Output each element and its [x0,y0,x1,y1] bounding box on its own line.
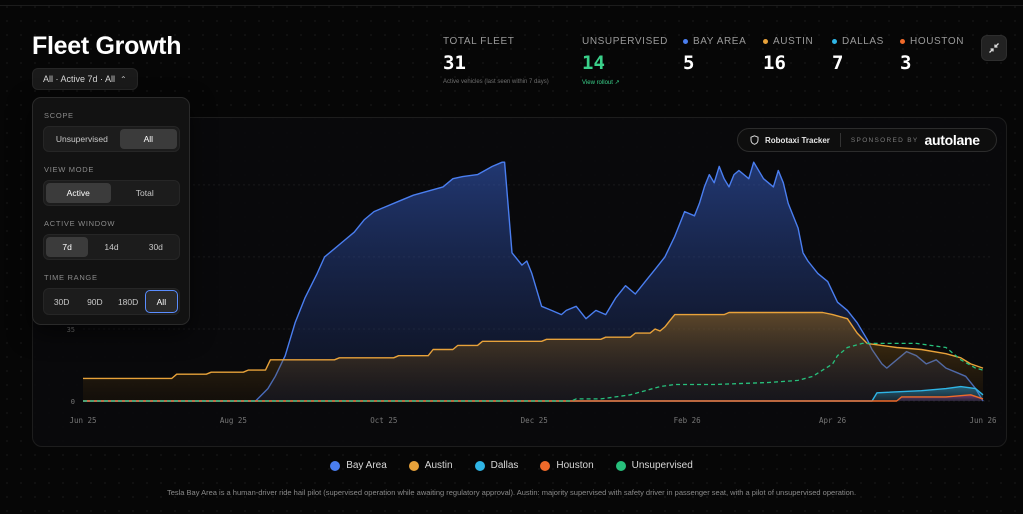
stat-austin: Austin 16 [763,36,813,74]
legend-item-unsupervised[interactable]: Unsupervised [615,460,693,471]
stat-value: 5 [683,52,695,74]
stat-label: Dallas [842,36,884,47]
chevron-up-icon: ⌃ [120,74,127,84]
stat-value: 16 [763,52,786,74]
houston-line [83,394,984,402]
stat-value: 31 [443,52,466,74]
stat-total-fleet: Total Fleet 31 Active vehicles (last see… [443,36,549,85]
stat-label: Houston [910,36,965,47]
unsupervised-dot-icon [615,460,626,471]
unsupervised-line [83,342,984,402]
austin-dot-icon [763,39,768,44]
window-option-30d[interactable]: 30d [148,242,163,252]
view-mode-total[interactable]: Total [135,188,154,198]
chart-legend: Bay Area Austin Dallas Houston Unsupervi… [0,460,1023,471]
chart-card: 0 35 Jun 25 Aug 25 Oct 25 Dec 25 Feb 26 Apr 26 J… [32,117,1007,447]
x-tick-label: Feb 26 [674,416,702,425]
window-option-7d[interactable]: 7d [46,237,89,257]
view-mode-label: VIEW MODE [44,165,95,174]
stat-houston: Houston 3 [900,36,964,74]
bay-area-dot-icon [330,460,341,471]
scope-label: SCOPE [44,111,74,120]
legend-item-dallas[interactable]: Dallas [474,460,519,471]
legend-item-houston[interactable]: Houston [540,460,594,471]
scope-option-unsupervised[interactable]: Unsupervised [55,134,108,144]
dallas-dot-icon [474,460,485,471]
x-tick-label: Apr 26 [819,416,847,425]
austin-area [83,312,983,401]
dallas-area [83,386,983,401]
view-rollout-link[interactable]: View rollout ↗ [582,80,620,86]
stat-label: Bay Area [693,36,747,47]
bay-area-line [83,161,984,402]
legend-item-bay-area[interactable]: Bay Area [330,460,387,471]
tracker-label: Robotaxi Tracker [765,135,830,145]
filter-chip[interactable]: All · Active 7d · All ⌃ [32,68,138,90]
shield-icon [750,135,759,145]
range-option-all[interactable]: All [144,290,179,313]
stat-label: Austin [773,36,814,47]
legend-label: Houston [556,460,594,471]
stat-unsupervised: Unsupervised 14 View rollout ↗ [582,36,668,86]
scope-option-all[interactable]: All [119,129,177,149]
x-tick-label: Jun 26 [969,416,997,425]
stat-value: 7 [832,52,844,74]
collapse-icon [989,43,999,53]
x-tick-label: Jun 25 [69,416,96,425]
view-mode-toggle: Active Total [43,180,180,206]
stat-sub: Active vehicles (last seen within 7 days… [443,79,549,85]
legend-label: Bay Area [346,460,387,471]
window-option-14d[interactable]: 14d [104,242,119,252]
stat-value: 3 [900,52,912,74]
houston-dot-icon [900,39,905,44]
x-tick-label: Aug 25 [220,416,247,425]
scope-toggle: Unsupervised All [43,126,180,152]
fleet-chart: 0 35 Jun 25 Aug 25 Oct 25 Dec 25 Feb 26 Apr 26 J… [67,161,997,425]
top-divider [0,5,1023,6]
legend-label: Austin [424,460,453,471]
y-tick-label: 35 [67,326,75,334]
active-window-toggle: 7d 14d 30d [43,234,180,260]
view-mode-active[interactable]: Active [46,183,111,203]
settings-panel: SCOPE Unsupervised All VIEW MODE Active … [32,97,190,325]
page-title: Fleet Growth [32,32,182,60]
badge-divider [839,133,841,147]
legend-item-austin[interactable]: Austin [408,460,453,471]
tracker-badge[interactable]: Robotaxi Tracker SPONSORED BY autolane [737,128,997,152]
dallas-line [83,385,984,402]
stat-bay-area: Bay Area 5 [683,36,746,74]
x-tick-label: Oct 25 [370,416,397,425]
stat-value: 14 [582,52,605,74]
stat-label: Unsupervised [582,36,668,47]
range-option-90d[interactable]: 90D [87,296,103,307]
stat-label: Total Fleet [443,36,515,47]
houston-dot-icon [540,460,551,471]
time-range-label: TIME RANGE [44,273,98,282]
austin-dot-icon [408,460,419,471]
filter-chip-label: All · Active 7d · All [43,74,116,84]
sponsor-logo[interactable]: autolane [924,132,980,148]
footnote: Tesla Bay Area is a human-driver ride ha… [166,488,857,497]
austin-line [83,311,984,380]
legend-label: Unsupervised [631,460,693,471]
y-tick-label: 0 [71,398,75,406]
collapse-button[interactable] [981,35,1007,61]
stat-dallas: Dallas 7 [832,36,884,74]
range-option-30d[interactable]: 30D [53,296,70,307]
dallas-dot-icon [832,39,837,44]
sponsored-label: SPONSORED BY [850,136,919,144]
x-tick-label: Dec 25 [521,416,548,425]
legend-label: Dallas [490,460,519,471]
bay-area-dot-icon [683,39,688,44]
range-option-180d[interactable]: 180D [117,296,139,307]
time-range-toggle: 30D 90D 180D All [43,288,180,315]
active-window-label: ACTIVE WINDOW [44,219,116,228]
